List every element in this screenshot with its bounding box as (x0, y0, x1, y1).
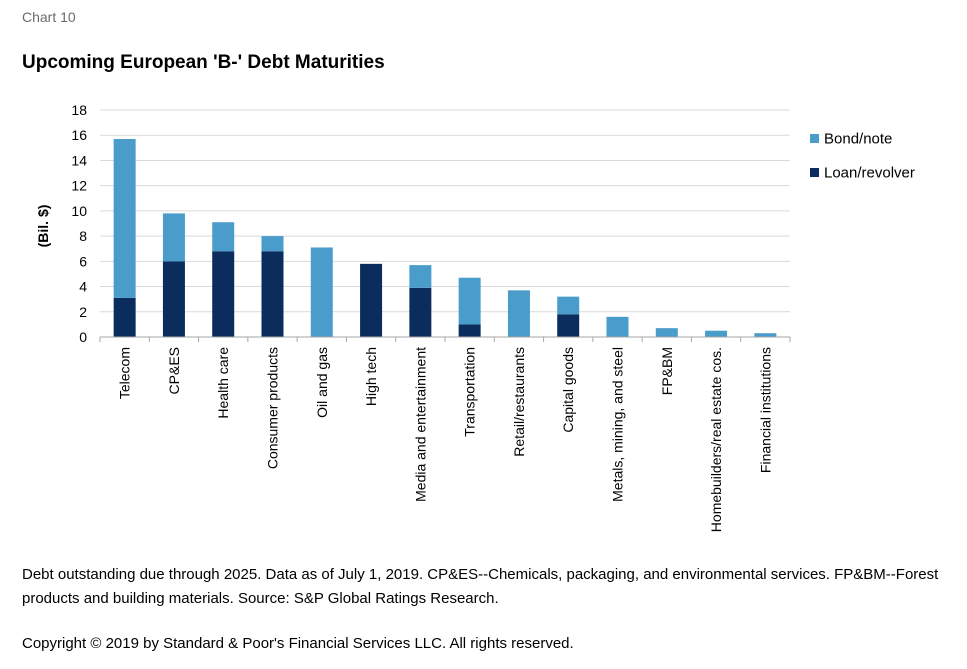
bar-bond-note (162, 213, 185, 262)
bar-loan-revolver (113, 297, 136, 337)
bar-bond-note (606, 316, 629, 337)
bar-bond-note (409, 265, 432, 288)
bar-bond-note (655, 328, 678, 337)
x-tick-label: Capital goods (560, 347, 576, 433)
bar-bond-note (310, 247, 333, 337)
bar-bond-note (458, 277, 481, 325)
y-tick-label: 4 (79, 279, 87, 295)
x-tick-label: Health care (215, 347, 231, 419)
y-tick-label: 18 (71, 102, 87, 118)
y-tick-label: 6 (79, 253, 87, 269)
chart-label: Chart 10 (22, 9, 76, 25)
legend: Bond/note Loan/revolver (810, 131, 915, 182)
bar-bond-note (705, 330, 728, 337)
bar-loan-revolver (458, 324, 481, 337)
bar-loan-revolver (212, 251, 235, 337)
footnote: Debt outstanding due through 2025. Data … (22, 566, 939, 607)
x-tick-label: Consumer products (265, 347, 281, 469)
bar-loan-revolver (557, 314, 580, 337)
x-tick-label: Metals, mining, and steel (610, 347, 626, 502)
x-tick-label: Transportation (462, 347, 478, 437)
bar-loan-revolver (261, 251, 284, 337)
legend-swatch (810, 134, 819, 143)
y-tick-label: 0 (79, 329, 87, 345)
legend-label: Bond/note (824, 131, 892, 148)
y-tick-label: 12 (71, 178, 87, 194)
bars (113, 139, 777, 337)
bar-loan-revolver (409, 287, 432, 337)
y-tick-label: 14 (71, 152, 87, 168)
bar-bond-note (754, 333, 777, 337)
x-tick-label: Media and entertainment (412, 347, 428, 502)
gridlines (100, 109, 790, 313)
y-tick-label: 8 (79, 228, 87, 244)
x-tick-label: Financial institutions (757, 347, 773, 473)
bar-bond-note (212, 222, 235, 252)
x-tick-label: High tech (363, 347, 379, 406)
chart-title: Upcoming European 'B-' Debt Maturities (22, 52, 385, 73)
x-tick-label: Telecom (117, 347, 133, 399)
bar-bond-note (507, 290, 530, 337)
y-tick-label: 16 (71, 127, 87, 143)
bar-bond-note (113, 139, 136, 298)
y-tick-label: 10 (71, 203, 87, 219)
x-tick-label: Retail/restaurants (511, 347, 527, 457)
bar-bond-note (557, 296, 580, 315)
bar-loan-revolver (360, 263, 383, 337)
x-axis-labels: Telecom CP&ES Health care Consumer products… (117, 347, 774, 532)
legend-swatch (810, 168, 819, 177)
y-tick-label: 2 (79, 304, 87, 320)
x-tick-label: Oil and gas (314, 347, 330, 418)
bar-loan-revolver (162, 261, 185, 337)
copyright: Copyright © 2019 by Standard & Poor's Fi… (22, 635, 574, 652)
legend-label: Loan/revolver (824, 165, 915, 182)
stacked-bar-chart: 0 2 4 6 8 10 12 14 16 18 Telecom CP&ES Health care C… (35, 102, 915, 532)
x-axis (99, 336, 791, 342)
x-tick-label: CP&ES (166, 347, 182, 394)
bar-bond-note (261, 236, 284, 252)
y-axis-label: (Bil. $) (35, 205, 51, 248)
x-tick-label: FP&BM (659, 347, 675, 395)
x-tick-label: Homebuilders/real estate cos. (708, 347, 724, 532)
y-axis-ticks: 0 2 4 6 8 10 12 14 16 18 (71, 102, 87, 345)
